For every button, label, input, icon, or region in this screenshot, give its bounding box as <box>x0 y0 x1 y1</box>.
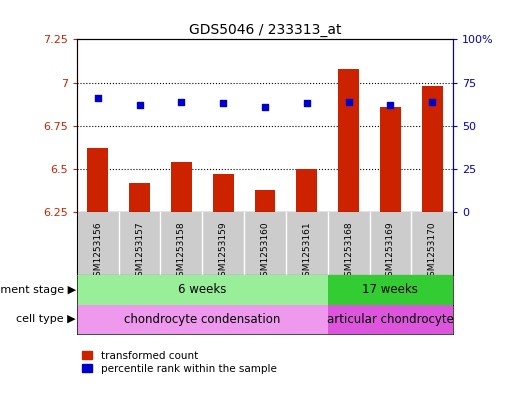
Bar <box>87 148 108 212</box>
Text: 6 weeks: 6 weeks <box>178 283 226 296</box>
Text: GSM1253158: GSM1253158 <box>177 222 186 282</box>
Text: chondrocyte condensation: chondrocyte condensation <box>124 313 280 326</box>
Text: GSM1253168: GSM1253168 <box>344 222 353 282</box>
Bar <box>77 275 328 305</box>
Point <box>219 100 227 107</box>
Text: GSM1253161: GSM1253161 <box>302 222 311 282</box>
Bar <box>328 275 453 305</box>
Point <box>344 98 353 105</box>
Title: GDS5046 / 233313_at: GDS5046 / 233313_at <box>189 23 341 37</box>
Point <box>303 100 311 107</box>
Point <box>93 95 102 101</box>
Bar <box>77 305 328 334</box>
Bar <box>380 107 401 212</box>
Bar <box>213 174 234 212</box>
Text: GSM1253169: GSM1253169 <box>386 222 395 282</box>
Text: articular chondrocyte: articular chondrocyte <box>327 313 454 326</box>
Text: development stage ▶: development stage ▶ <box>0 285 76 295</box>
Point <box>135 102 144 108</box>
Bar <box>129 183 150 212</box>
Bar <box>171 162 192 212</box>
Bar <box>338 69 359 212</box>
Text: GSM1253159: GSM1253159 <box>219 222 228 282</box>
Point <box>177 98 186 105</box>
Text: GSM1253156: GSM1253156 <box>93 222 102 282</box>
Bar <box>296 169 317 212</box>
Bar <box>328 305 453 334</box>
Text: 17 weeks: 17 weeks <box>363 283 418 296</box>
Legend: transformed count, percentile rank within the sample: transformed count, percentile rank withi… <box>82 351 277 374</box>
Point <box>261 104 269 110</box>
Text: GSM1253160: GSM1253160 <box>261 222 269 282</box>
Text: GSM1253157: GSM1253157 <box>135 222 144 282</box>
Text: cell type ▶: cell type ▶ <box>16 314 76 324</box>
Text: GSM1253170: GSM1253170 <box>428 222 437 282</box>
Point <box>428 98 437 105</box>
Point <box>386 102 395 108</box>
Bar <box>254 190 276 212</box>
Bar <box>422 86 443 212</box>
